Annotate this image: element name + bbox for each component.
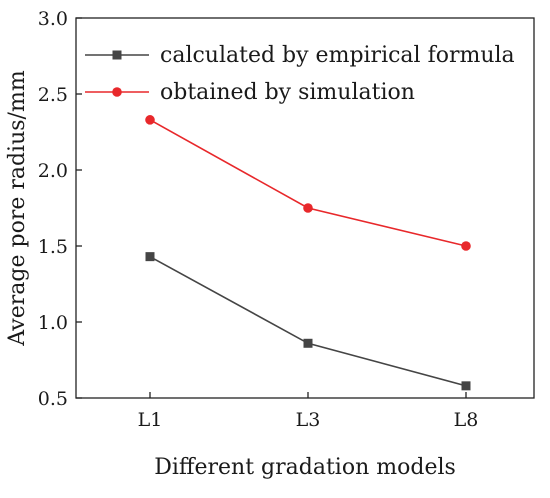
y-axis: 0.5 1.0 1.5 2.0 2.5 3.0 <box>38 8 82 410</box>
data-point <box>461 241 471 251</box>
x-tick-label: L8 <box>454 409 479 431</box>
legend-marker <box>112 50 122 60</box>
legend-label: obtained by simulation <box>160 80 415 105</box>
x-axis-title: Different gradation models <box>154 455 456 480</box>
y-tick-label: 2.5 <box>38 84 68 106</box>
x-tick-label: L1 <box>138 409 163 431</box>
plot-frame <box>75 17 535 399</box>
series-layer <box>145 115 471 391</box>
series-line-2 <box>149 119 467 247</box>
y-tick-label: 0.5 <box>38 388 68 410</box>
y-axis-title: Average pore radius/mm <box>5 70 30 347</box>
data-point <box>145 115 155 125</box>
series-line-1 <box>149 255 467 387</box>
legend-marker <box>112 87 122 97</box>
y-tick-label: 2.0 <box>38 160 68 182</box>
x-axis: L1 L3 L8 <box>138 392 479 431</box>
y-tick-label: 1.0 <box>38 312 68 334</box>
legend-label: calculated by empirical formula <box>160 43 515 68</box>
y-tick-label: 1.5 <box>38 236 68 258</box>
x-tick-label: L3 <box>296 409 321 431</box>
y-tick-label: 3.0 <box>38 8 68 30</box>
data-point <box>303 338 313 348</box>
legend: calculated by empirical formula obtained … <box>85 43 515 105</box>
data-point <box>303 203 313 213</box>
data-point <box>145 252 155 262</box>
data-point <box>461 381 471 391</box>
